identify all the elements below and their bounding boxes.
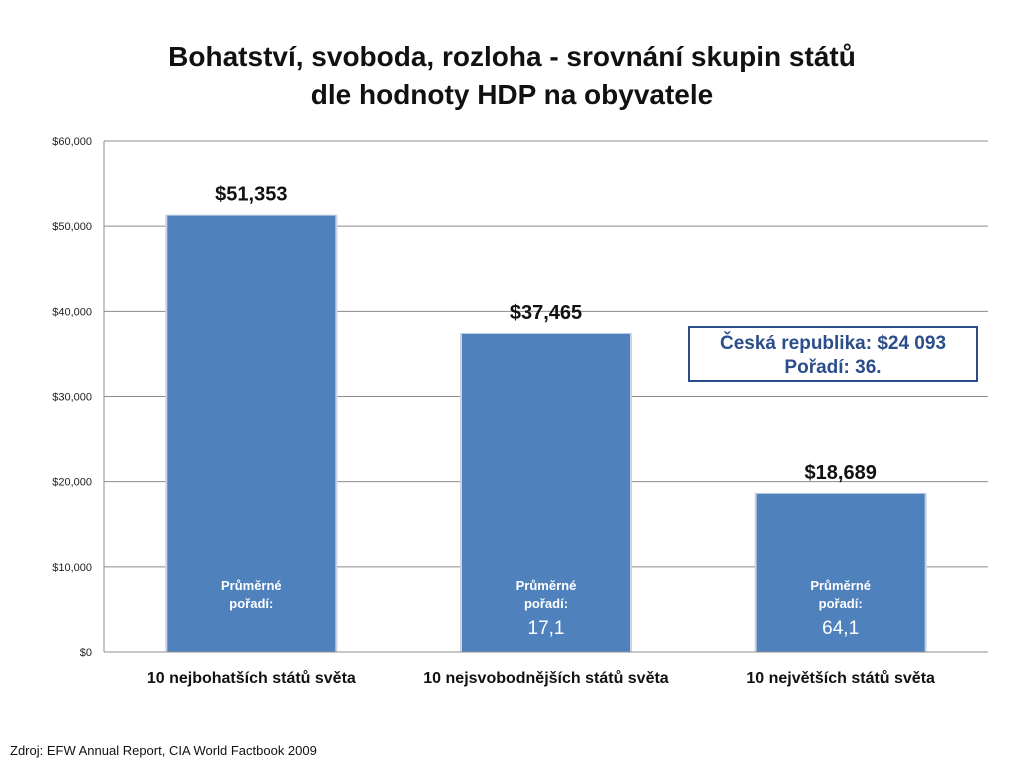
y-tick-label: $60,000	[52, 136, 92, 148]
callout-line1: Česká republika: $24 093	[719, 333, 947, 354]
y-tick-label: $10,000	[52, 562, 92, 574]
in-bar-label-line1: Průměrné	[221, 578, 282, 593]
x-category-label: 10 nejbohatších států světa	[147, 670, 356, 687]
in-bar-label-line2: pořadí:	[524, 596, 568, 611]
source-note: Zdroj: EFW Annual Report, CIA World Fact…	[10, 743, 317, 758]
chart-title: Bohatství, svoboda, rozloha - srovnání s…	[0, 38, 1024, 114]
in-bar-label-line2: pořadí:	[819, 596, 863, 611]
y-tick-label: $40,000	[52, 306, 92, 318]
in-bar-label-line2: pořadí:	[229, 596, 273, 611]
bar	[756, 493, 925, 652]
callout-line2: Pořadí: 36.	[784, 357, 882, 378]
bar-value-label: $18,689	[805, 462, 877, 484]
chart-title-line2: dle hodnoty HDP na obyvatele	[310, 79, 714, 110]
y-tick-label: $50,000	[52, 221, 92, 233]
in-bar-value: 64,1	[822, 618, 859, 639]
bar-value-label: $37,465	[510, 302, 582, 324]
y-tick-label: $0	[80, 647, 92, 659]
x-category-label: 10 nejsvobodnějších států světa	[423, 670, 669, 687]
y-tick-label: $30,000	[52, 392, 92, 404]
in-bar-label-line1: Průměrné	[516, 578, 577, 593]
y-tick-label: $20,000	[52, 477, 92, 489]
bar	[167, 215, 336, 652]
x-category-label: 10 největších států světa	[746, 670, 935, 687]
in-bar-value: 17,1	[528, 618, 565, 639]
bar	[462, 333, 630, 652]
chart-title-line1: Bohatství, svoboda, rozloha - srovnání s…	[168, 41, 856, 72]
czech-republic-callout: Česká republika: $24 093 Pořadí: 36.	[688, 326, 978, 382]
in-bar-label-line1: Průměrné	[810, 578, 871, 593]
bar-value-label: $51,353	[215, 184, 287, 206]
